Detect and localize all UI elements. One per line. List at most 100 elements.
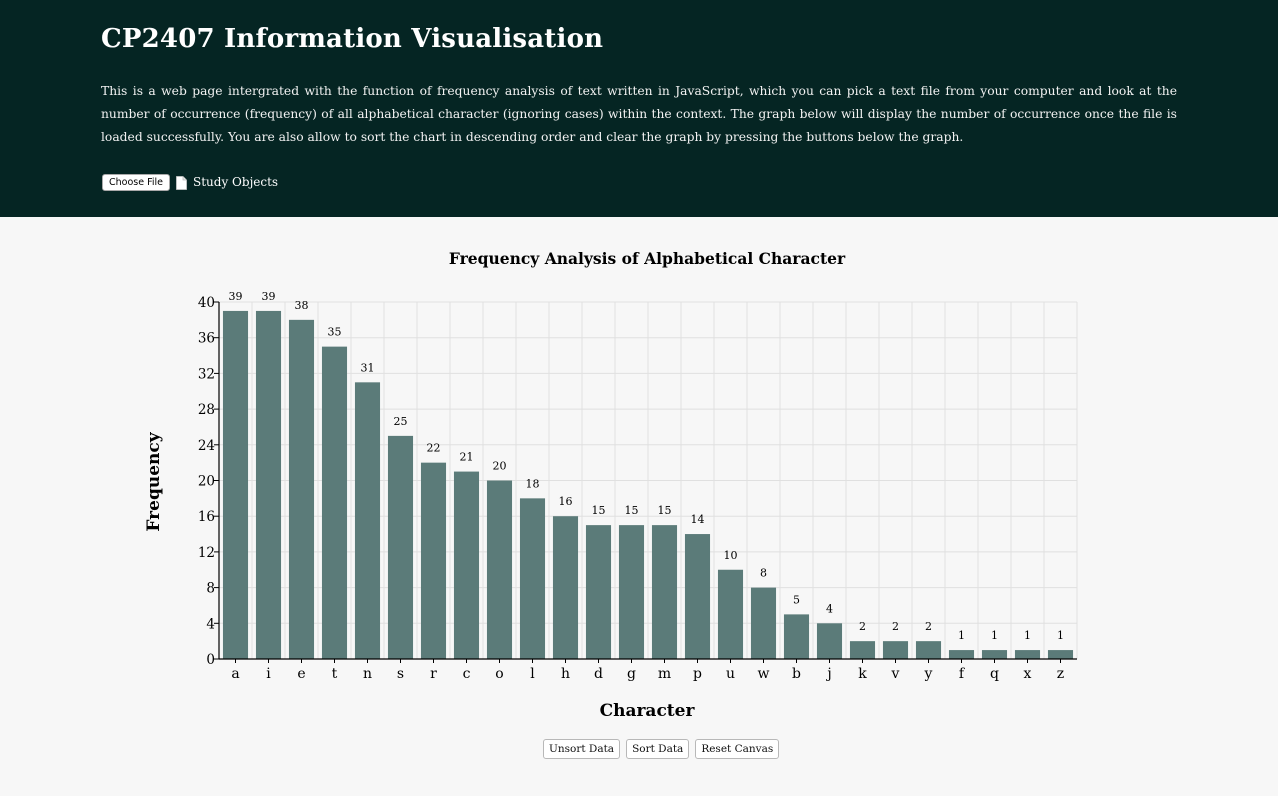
x-tick-label: y — [924, 666, 933, 682]
x-tick-label: c — [463, 666, 471, 682]
bar-value-label: 38 — [295, 299, 309, 312]
bar-m — [651, 525, 678, 659]
bar-value-label: 22 — [427, 442, 441, 455]
y-tick-label: 28 — [198, 402, 215, 418]
bar-e — [288, 319, 315, 659]
x-tick-label: i — [266, 666, 271, 682]
bar-value-label: 39 — [262, 290, 276, 303]
bar-y — [915, 641, 942, 659]
x-tick-label: r — [430, 666, 437, 682]
reset-canvas-button[interactable]: Reset Canvas — [695, 739, 780, 759]
x-tick-label: z — [1057, 666, 1064, 682]
x-tick-label: j — [825, 666, 831, 682]
bar-j — [816, 623, 843, 659]
x-tick-label: k — [858, 666, 867, 682]
x-tick-label: d — [594, 666, 603, 682]
chart-grid — [219, 301, 1078, 660]
bar-s — [387, 435, 414, 659]
x-tick-label: e — [297, 666, 305, 682]
bar-f — [948, 650, 975, 659]
bar-q — [981, 650, 1008, 659]
bar-value-label: 1 — [1024, 629, 1031, 642]
bar-v — [882, 641, 909, 659]
file-picker: Choose File Study Objects — [102, 173, 279, 191]
bar-r — [420, 462, 447, 659]
bar-u — [717, 569, 744, 659]
bar-z — [1047, 650, 1074, 659]
unsort-data-button[interactable]: Unsort Data — [543, 739, 621, 759]
bar-h — [552, 516, 579, 659]
bar-value-label: 25 — [394, 415, 408, 428]
bar-n — [354, 382, 381, 659]
page-title: CP2407 Information Visualisation — [101, 24, 604, 54]
y-tick-label: 20 — [198, 474, 215, 490]
bar-value-label: 1 — [991, 629, 998, 642]
x-tick-label: v — [891, 666, 900, 682]
bar-d — [585, 525, 612, 659]
bar-value-label: 16 — [559, 495, 573, 508]
bar-a — [222, 310, 249, 659]
bar-g — [618, 525, 645, 659]
x-tick-label: x — [1024, 666, 1032, 682]
bar-value-label: 4 — [826, 602, 833, 615]
x-tick-label: b — [792, 666, 801, 682]
page-header: CP2407 Information Visualisation This is… — [0, 0, 1278, 217]
bar-value-label: 14 — [691, 513, 705, 526]
selected-file-name: Study Objects — [193, 175, 279, 189]
chart-bars — [222, 310, 1074, 659]
bar-value-label: 39 — [229, 290, 243, 303]
chart-title: Frequency Analysis of Alphabetical Chara… — [449, 249, 846, 268]
x-tick-label: g — [627, 666, 636, 682]
bar-value-label: 20 — [493, 460, 507, 473]
bar-value-label: 15 — [658, 504, 672, 517]
bar-o — [486, 480, 513, 659]
bar-value-label: 2 — [892, 620, 899, 633]
y-tick-label: 24 — [198, 438, 215, 454]
y-axis-title: Frequency — [144, 431, 164, 531]
bar-value-label: 1 — [958, 629, 965, 642]
y-tick-label: 40 — [198, 295, 215, 311]
x-tick-label: o — [495, 666, 503, 682]
y-tick-label: 0 — [206, 652, 215, 668]
bar-l — [519, 498, 546, 659]
bar-value-label: 2 — [925, 620, 932, 633]
x-tick-label: h — [561, 666, 570, 682]
bar-k — [849, 641, 876, 659]
bar-value-label: 2 — [859, 620, 866, 633]
document-icon — [176, 175, 187, 190]
bar-value-label: 35 — [328, 326, 342, 339]
bar-c — [453, 471, 480, 659]
x-tick-label: l — [530, 666, 535, 682]
bar-value-label: 31 — [361, 361, 375, 374]
choose-file-button[interactable]: Choose File — [102, 173, 170, 191]
bar-value-label: 5 — [793, 593, 800, 606]
bar-value-label: 15 — [592, 504, 606, 517]
bar-x — [1014, 650, 1041, 659]
x-tick-label: m — [658, 666, 671, 682]
page-description: This is a web page intergrated with the … — [101, 84, 1177, 144]
bar-w — [750, 587, 777, 659]
y-tick-label: 36 — [198, 331, 215, 347]
x-tick-label: q — [990, 666, 999, 682]
bar-value-label: 8 — [760, 567, 767, 580]
bar-b — [783, 614, 810, 659]
x-axis-title: Character — [600, 701, 696, 721]
bar-value-label: 10 — [724, 549, 738, 562]
bar-value-label: 21 — [460, 451, 474, 464]
x-tick-label: a — [231, 666, 239, 682]
x-tick-label: n — [363, 666, 372, 682]
x-tick-label: u — [726, 666, 735, 682]
sort-data-button[interactable]: Sort Data — [626, 739, 690, 759]
bar-value-label: 15 — [625, 504, 639, 517]
chart-controls: Unsort Data Sort Data Reset Canvas — [543, 739, 780, 759]
x-tick-label: p — [693, 666, 702, 682]
x-tick-label: f — [959, 666, 966, 682]
x-tick-label: w — [758, 666, 770, 682]
y-tick-label: 32 — [198, 366, 215, 382]
bar-p — [684, 534, 711, 659]
bar-t — [321, 346, 348, 659]
y-tick-label: 8 — [206, 581, 215, 597]
